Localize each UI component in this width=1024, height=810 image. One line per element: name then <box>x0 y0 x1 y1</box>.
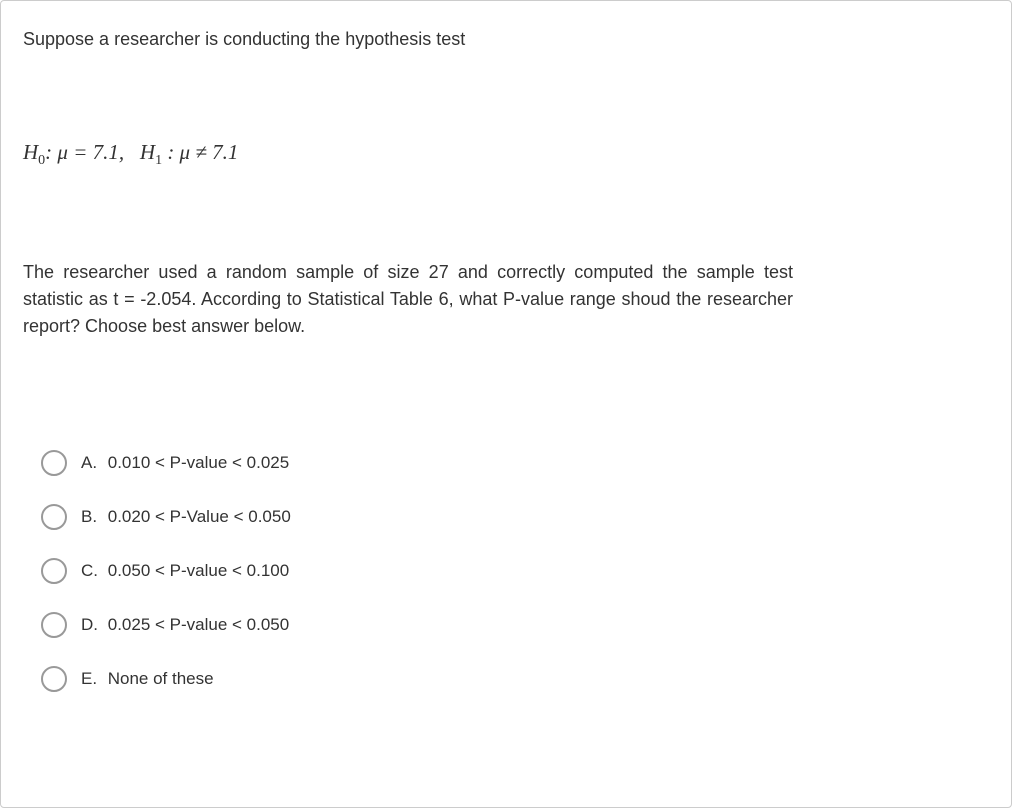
question-body: The researcher used a random sample of s… <box>23 259 793 340</box>
option-label: E. <box>81 669 103 689</box>
option-value: 0.020 < P-Value < 0.050 <box>108 507 291 526</box>
question-container: Suppose a researcher is conducting the h… <box>0 0 1012 808</box>
option-e[interactable]: E. None of these <box>41 666 989 692</box>
h0-content: : μ = 7.1, <box>45 140 124 164</box>
options-list: A. 0.010 < P-value < 0.025 B. 0.020 < P-… <box>23 450 989 692</box>
option-value: 0.025 < P-value < 0.050 <box>108 615 289 634</box>
option-text: C. 0.050 < P-value < 0.100 <box>81 561 289 581</box>
radio-icon[interactable] <box>41 558 67 584</box>
option-b[interactable]: B. 0.020 < P-Value < 0.050 <box>41 504 989 530</box>
question-intro: Suppose a researcher is conducting the h… <box>23 29 989 50</box>
option-value: None of these <box>108 669 214 688</box>
radio-icon[interactable] <box>41 666 67 692</box>
option-text: A. 0.010 < P-value < 0.025 <box>81 453 289 473</box>
h1-label: H <box>140 140 155 164</box>
hypothesis-statement: H0: μ = 7.1, H1 : μ ≠ 7.1 <box>23 140 989 169</box>
option-value: 0.050 < P-value < 0.100 <box>108 561 289 580</box>
radio-icon[interactable] <box>41 612 67 638</box>
h0-label: H <box>23 140 38 164</box>
option-text: B. 0.020 < P-Value < 0.050 <box>81 507 291 527</box>
option-a[interactable]: A. 0.010 < P-value < 0.025 <box>41 450 989 476</box>
option-text: D. 0.025 < P-value < 0.050 <box>81 615 289 635</box>
option-label: A. <box>81 453 103 473</box>
h1-subscript: 1 <box>155 153 162 168</box>
option-label: D. <box>81 615 103 635</box>
option-text: E. None of these <box>81 669 214 689</box>
radio-icon[interactable] <box>41 504 67 530</box>
radio-icon[interactable] <box>41 450 67 476</box>
option-label: C. <box>81 561 103 581</box>
option-value: 0.010 < P-value < 0.025 <box>108 453 289 472</box>
option-c[interactable]: C. 0.050 < P-value < 0.100 <box>41 558 989 584</box>
h1-content: : μ ≠ 7.1 <box>162 140 238 164</box>
option-label: B. <box>81 507 103 527</box>
option-d[interactable]: D. 0.025 < P-value < 0.050 <box>41 612 989 638</box>
